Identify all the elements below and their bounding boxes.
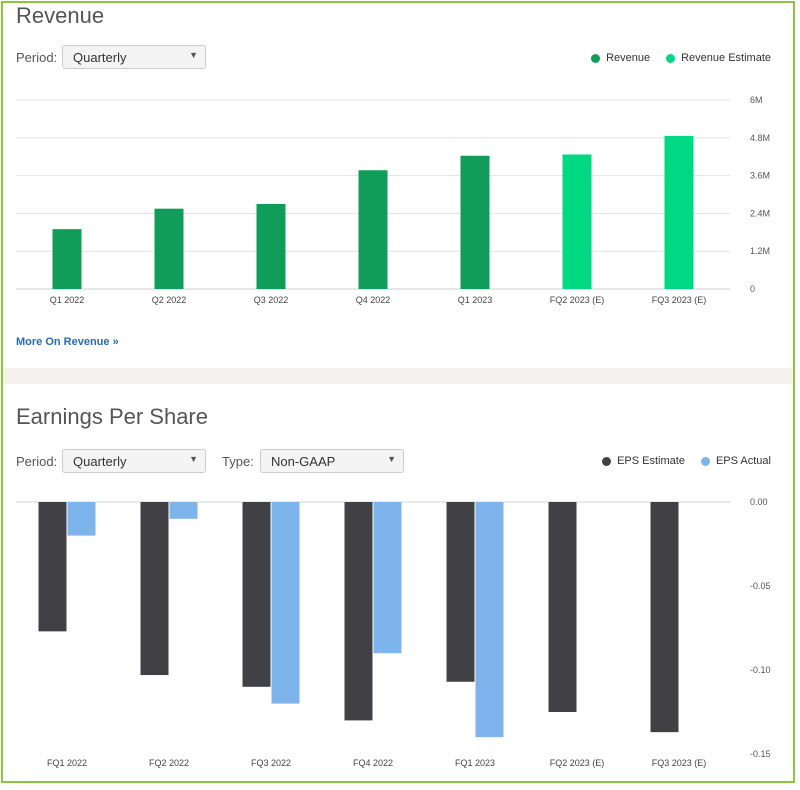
section-divider	[3, 368, 793, 384]
eps-period-label: Period:	[16, 454, 58, 469]
eps-estimate-bar	[650, 502, 679, 733]
eps-type-select[interactable]: Non-GAAP ▼	[260, 449, 404, 473]
eps-xtick-label: FQ2 2022	[149, 758, 189, 768]
revenue-chart: 0 1.2M 2.4M 3.6M 4.8M 6M Q1 2022 Q2 2022 Q3 2022…	[16, 95, 770, 305]
revenue-ytick-label: 1.2M	[750, 246, 770, 256]
revenue-estimate-legend-dot	[666, 53, 676, 63]
eps-legend: EPS Estimate EPS Actual	[602, 455, 771, 467]
revenue-bar	[52, 229, 82, 289]
revenue-estimate-legend-label: Revenue Estimate	[681, 52, 771, 64]
eps-xtick-label: FQ3 2022	[251, 758, 291, 768]
revenue-xtick-label: FQ2 2023 (E)	[550, 295, 605, 305]
eps-estimate-legend-label: EPS Estimate	[617, 455, 685, 467]
revenue-ytick-label: 2.4M	[750, 208, 770, 218]
revenue-xtick-label: Q1 2022	[50, 295, 85, 305]
eps-xtick-label: FQ1 2023	[455, 758, 495, 768]
revenue-bar	[562, 154, 592, 289]
eps-type-label: Type:	[222, 454, 254, 469]
eps-estimate-bar	[548, 502, 577, 712]
revenue-xtick-label: Q2 2022	[152, 295, 187, 305]
revenue-title: Revenue	[16, 3, 105, 28]
eps-ytick-label: -0.10	[750, 665, 771, 675]
revenue-xtick-label: Q1 2023	[458, 295, 493, 305]
eps-estimate-legend-dot	[602, 456, 612, 466]
eps-type-value: Non-GAAP	[271, 454, 336, 469]
eps-estimate-bar	[140, 502, 169, 676]
revenue-section: Revenue Period: Quarterly ▼ Revenue Reve…	[3, 0, 793, 368]
eps-ytick-label: -0.05	[750, 581, 771, 591]
revenue-bar	[664, 135, 694, 289]
eps-ytick-label: 0.00	[750, 497, 768, 507]
chevron-down-icon: ▼	[189, 50, 198, 60]
eps-xtick-label: FQ3 2023 (E)	[652, 758, 707, 768]
eps-actual-legend-dot	[700, 456, 710, 466]
eps-actual-bar	[373, 502, 402, 654]
eps-estimate-bar	[344, 502, 373, 721]
revenue-bar	[256, 203, 286, 289]
revenue-bar	[460, 155, 490, 289]
revenue-legend-label: Revenue	[606, 52, 651, 64]
revenue-legend: Revenue Revenue Estimate	[591, 52, 771, 64]
eps-estimate-bar	[446, 502, 475, 682]
eps-xtick-label: FQ1 2022	[47, 758, 87, 768]
revenue-period-label: Period:	[16, 50, 58, 65]
eps-actual-bar	[169, 502, 198, 519]
eps-period-select[interactable]: Quarterly ▼	[62, 449, 206, 473]
revenue-ytick-label: 3.6M	[750, 171, 770, 181]
revenue-xtick-label: Q3 2022	[254, 295, 289, 305]
revenue-ytick-label: 0	[750, 284, 755, 294]
revenue-period-select[interactable]: Quarterly ▼	[62, 45, 206, 69]
eps-chart: 0.00 -0.05 -0.10 -0.15 FQ1 2022 FQ2 2022 FQ3 2…	[16, 497, 771, 768]
eps-xtick-label: FQ4 2022	[353, 758, 393, 768]
eps-ytick-label: -0.15	[750, 749, 771, 759]
eps-actual-bar	[475, 502, 504, 738]
revenue-period-value: Quarterly	[73, 50, 127, 65]
eps-estimate-bar	[242, 502, 271, 687]
eps-period-value: Quarterly	[73, 454, 127, 469]
revenue-xtick-label: FQ3 2023 (E)	[652, 295, 707, 305]
revenue-bar	[154, 208, 184, 289]
eps-actual-legend-label: EPS Actual	[715, 455, 771, 467]
eps-actual-bar	[67, 502, 96, 536]
revenue-ytick-label: 6M	[750, 95, 763, 105]
eps-estimate-bar	[38, 502, 67, 632]
chevron-down-icon: ▼	[387, 454, 396, 464]
eps-actual-bar	[271, 502, 300, 704]
more-on-revenue-link[interactable]: More On Revenue »	[16, 336, 119, 348]
eps-section: Earnings Per Share Period: Quarterly ▼ T…	[3, 384, 793, 784]
chevron-down-icon: ▼	[189, 454, 198, 464]
eps-xtick-label: FQ2 2023 (E)	[550, 758, 605, 768]
revenue-legend-dot	[591, 53, 601, 63]
revenue-ytick-label: 4.8M	[750, 133, 770, 143]
eps-title: Earnings Per Share	[16, 404, 208, 429]
revenue-xtick-label: Q4 2022	[356, 295, 391, 305]
revenue-bar	[358, 170, 388, 289]
